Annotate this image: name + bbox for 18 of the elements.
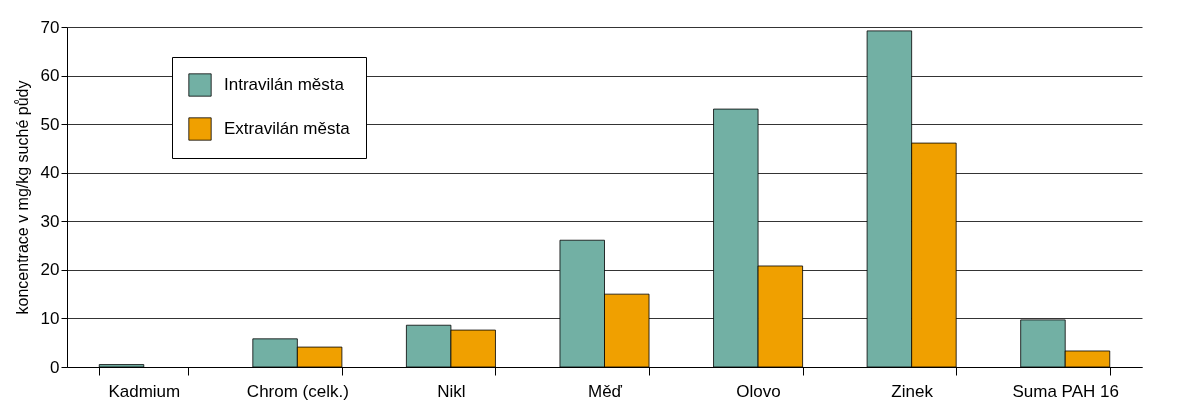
- x-tick-label: Kadmium: [108, 381, 181, 401]
- y-tick-label: 40: [40, 163, 60, 183]
- legend-label: Intravilán města: [224, 75, 345, 94]
- x-tick-label: Měď: [587, 381, 623, 401]
- x-tick-label: Nikl: [437, 381, 466, 401]
- y-tick-label: 20: [40, 260, 60, 280]
- x-tick-label: Chrom (celk.): [246, 381, 349, 401]
- y-tick-label: 10: [40, 308, 60, 328]
- legend-label: Extravilán města: [224, 119, 351, 138]
- x-tick-label: Zinek: [891, 381, 934, 401]
- x-tick-label: Olovo: [736, 381, 781, 401]
- y-tick-label: 70: [40, 17, 60, 37]
- x-tick-label: Suma PAH 16: [1012, 381, 1119, 401]
- y-axis-title: koncentrace v mg/kg suché půdy: [13, 80, 31, 315]
- y-tick-label: 50: [40, 114, 60, 134]
- y-tick-label: 60: [40, 66, 60, 86]
- y-tick-label: 30: [40, 211, 60, 231]
- y-tick-label: 0: [50, 357, 60, 377]
